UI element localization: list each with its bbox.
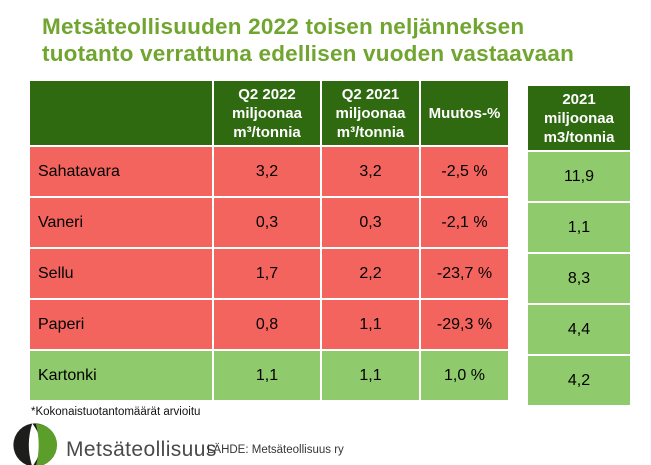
cell-q2-2021: 2,2 — [322, 249, 419, 298]
row-label: Paperi — [30, 300, 212, 349]
cell-2021: 4,4 — [528, 305, 630, 354]
cell-muutos: -2,1 % — [421, 198, 508, 247]
header-muutos: Muutos-% — [421, 81, 508, 145]
cell-q2-2022: 0,8 — [214, 300, 320, 349]
cell-q2-2022: 3,2 — [214, 147, 320, 196]
row-label: Sahatavara — [30, 147, 212, 196]
page-title: Metsäteollisuuden 2022 toisen neljänneks… — [42, 13, 574, 67]
cell-muutos: 1,0 % — [421, 351, 508, 400]
header-product — [30, 81, 212, 145]
cell-2021: 11,9 — [528, 152, 630, 201]
full-year-2021-column: 2021 miljoonaa m3/tonnia 11,9 1,1 8,3 4,… — [528, 86, 630, 405]
header-q2-2021: Q2 2021 miljoonaa m³/tonnia — [322, 81, 419, 145]
row-label: Vaneri — [30, 198, 212, 247]
row-label: Kartonki — [30, 351, 212, 400]
main-table: Q2 2022 miljoonaa m³/tonnia Q2 2021 milj… — [30, 81, 508, 400]
header-2021: 2021 miljoonaa m3/tonnia — [528, 86, 630, 150]
header-q2-2022: Q2 2022 miljoonaa m³/tonnia — [214, 81, 320, 145]
cell-2021: 4,2 — [528, 356, 630, 405]
cell-q2-2021: 0,3 — [322, 198, 419, 247]
cell-muutos: -23,7 % — [421, 249, 508, 298]
cell-2021: 8,3 — [528, 254, 630, 303]
cell-q2-2022: 1,7 — [214, 249, 320, 298]
production-table: Q2 2022 miljoonaa m³/tonnia Q2 2021 milj… — [30, 81, 630, 405]
cell-q2-2021: 3,2 — [322, 147, 419, 196]
cell-q2-2021: 1,1 — [322, 351, 419, 400]
cell-muutos: -29,3 % — [421, 300, 508, 349]
cell-q2-2022: 0,3 — [214, 198, 320, 247]
metsateollisuus-logo-icon — [13, 423, 58, 465]
page-title-line2: tuotanto verrattuna edellisen vuoden vas… — [42, 41, 575, 66]
row-label: Sellu — [30, 249, 212, 298]
page-title-line1: Metsäteollisuuden 2022 toisen neljänneks… — [42, 14, 525, 39]
cell-q2-2022: 1,1 — [214, 351, 320, 400]
source-label: LÄHDE: Metsäteollisuus ry — [207, 444, 344, 456]
cell-muutos: -2,5 % — [421, 147, 508, 196]
cell-q2-2021: 1,1 — [322, 300, 419, 349]
footnote: *Kokonaistuotantomäärät arvioitu — [31, 406, 201, 418]
cell-2021: 1,1 — [528, 203, 630, 252]
brand-name: Metsäteollisuus — [66, 438, 217, 461]
